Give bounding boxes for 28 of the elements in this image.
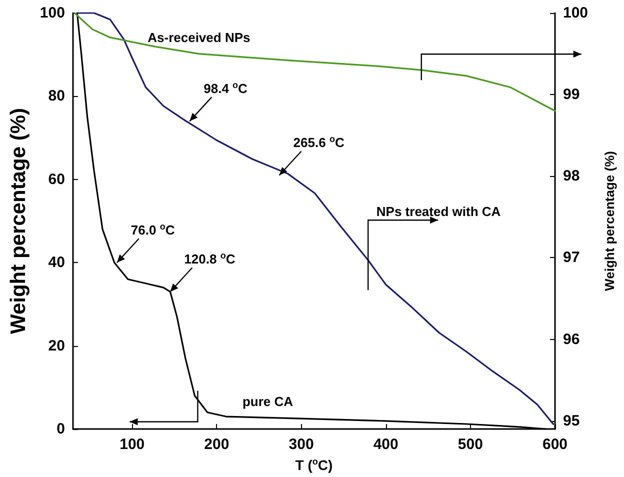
x-tick-label: 400 [373,436,398,453]
y2-tick-label: 95 [563,412,580,430]
y-tick-label: 60 [48,170,65,188]
y2-tick-label: 100 [563,4,588,22]
x-tick-label: 500 [458,436,483,453]
y-tick-label: 100 [40,4,65,22]
series-label: pure CA [242,394,294,410]
y-axis-title: Weight percentage (%) [7,108,30,334]
y-tick-label: 80 [48,88,65,105]
y-tick-label: 0 [56,420,65,438]
x-tick-label: 300 [288,436,314,453]
line-series [74,12,556,112]
annotation: 76.0 $^{o}$C [130,222,176,238]
y2-tick-label: 98 [563,168,580,185]
annotation: 265.6 $^{o}$C [293,134,345,150]
x-tick-label: 100 [120,436,145,453]
text: NPs treated with CA [376,204,502,219]
y-tick-label: 20 [48,337,65,354]
x-tick-label: 200 [204,436,230,453]
series-label: As-received NPs [148,30,250,45]
annotation: 98.4 $^{o}$C [204,80,248,96]
y2-tick-label: 99 [563,86,580,104]
y2-tick-label: 97 [563,249,580,266]
y2-axis-title: Weight percentage (%) [602,151,617,291]
annotation: 120.8 $^{o}$C [184,250,236,267]
x-tick-label: 600 [542,436,568,453]
y-tick-label: 40 [48,254,65,272]
y2-tick-label: 96 [563,330,580,348]
